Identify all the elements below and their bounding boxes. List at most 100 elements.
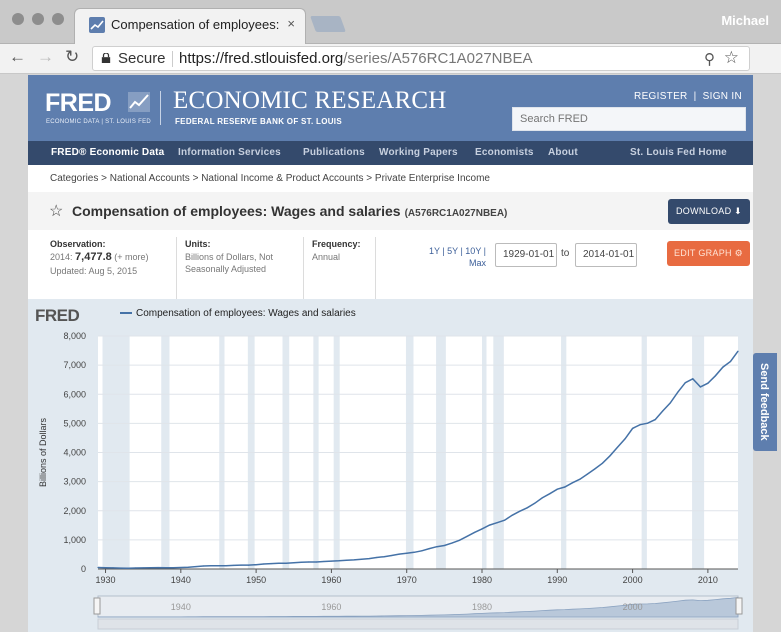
legend-series-name: Compensation of employees: Wages and sal… bbox=[136, 308, 356, 319]
date-to-label: to bbox=[561, 248, 570, 259]
updated-date: Updated: Aug 5, 2015 bbox=[50, 266, 138, 276]
data-point bbox=[654, 418, 656, 421]
close-window-button[interactable] bbox=[12, 13, 24, 25]
browser-tab[interactable]: Compensation of employees: W × bbox=[74, 8, 306, 44]
address-separator bbox=[172, 51, 173, 67]
observation-value: 7,477.8 bbox=[75, 251, 112, 263]
new-tab-button[interactable] bbox=[310, 16, 346, 32]
reload-icon[interactable]: ↻ bbox=[65, 47, 80, 66]
nav-information-services[interactable]: Information Services bbox=[178, 147, 281, 158]
browser-titlebar: Compensation of employees: W × Michael bbox=[0, 0, 781, 44]
data-point bbox=[255, 564, 257, 566]
nav-about[interactable]: About bbox=[548, 147, 578, 158]
secure-label: Secure bbox=[118, 50, 166, 67]
data-point bbox=[616, 446, 619, 448]
data-point bbox=[157, 567, 159, 569]
y-tick-label: 2,000 bbox=[63, 506, 86, 516]
frequency-block: Frequency: Annual bbox=[312, 239, 382, 299]
breadcrumb[interactable]: Categories > National Accounts > Nationa… bbox=[50, 173, 490, 184]
data-point bbox=[413, 551, 415, 553]
end-date-input[interactable]: 2014-01-01 bbox=[575, 243, 637, 267]
navigator-year-label: 1940 bbox=[171, 602, 191, 612]
observation-more-link[interactable]: (+ more) bbox=[114, 252, 149, 262]
nav-economists[interactable]: Economists bbox=[475, 147, 534, 158]
send-feedback-button[interactable]: Send feedback bbox=[753, 353, 777, 451]
chart-legend: Compensation of employees: Wages and sal… bbox=[120, 308, 356, 319]
x-tick-label: 1940 bbox=[171, 575, 191, 585]
y-tick-label: 8,000 bbox=[63, 331, 86, 341]
url-text[interactable]: https://fred.stlouisfed.org/series/A576R… bbox=[179, 50, 533, 67]
fred-logo[interactable]: FRED bbox=[45, 89, 112, 117]
x-tick-label: 1960 bbox=[321, 575, 341, 585]
data-point bbox=[225, 565, 227, 567]
data-point bbox=[601, 462, 604, 464]
data-point bbox=[466, 535, 468, 538]
auth-separator: | bbox=[693, 91, 697, 102]
data-point bbox=[263, 563, 265, 565]
data-point bbox=[496, 522, 498, 524]
minimize-window-button[interactable] bbox=[32, 13, 44, 25]
profile-name[interactable]: Michael bbox=[721, 13, 769, 28]
forward-icon[interactable]: → bbox=[37, 47, 54, 66]
observation-block: Observation: 2014: 7,477.8 (+ more) Upda… bbox=[50, 239, 170, 299]
data-point bbox=[308, 561, 310, 563]
data-point bbox=[278, 562, 280, 564]
data-point bbox=[97, 566, 99, 569]
download-button[interactable]: DOWNLOAD ⬇ bbox=[668, 199, 750, 224]
navigator-right-handle bbox=[735, 597, 743, 615]
data-point bbox=[421, 550, 423, 552]
search-input[interactable] bbox=[512, 107, 746, 131]
signin-link[interactable]: SIGN IN bbox=[702, 91, 742, 102]
zoom-icon[interactable]: ⚲ bbox=[704, 51, 715, 68]
data-point bbox=[345, 559, 348, 561]
bookmark-star-icon[interactable]: ☆ bbox=[723, 48, 739, 67]
data-point bbox=[202, 565, 205, 567]
close-tab-icon[interactable]: × bbox=[287, 16, 295, 31]
favorite-star-icon[interactable]: ☆ bbox=[49, 203, 64, 220]
data-point bbox=[135, 567, 137, 569]
data-point bbox=[624, 438, 626, 440]
nav-fred-economic-data[interactable]: FRED® Economic Data bbox=[51, 147, 165, 158]
data-point bbox=[707, 382, 709, 384]
back-icon[interactable]: ← bbox=[9, 47, 26, 66]
units-value: Billions of Dollars, Not Seasonally Adju… bbox=[185, 252, 274, 274]
nav-publications[interactable]: Publications bbox=[303, 147, 365, 158]
url-host: https://fred.stlouisfed.org bbox=[179, 50, 344, 67]
register-link[interactable]: REGISTER bbox=[634, 91, 688, 102]
data-point bbox=[729, 360, 732, 363]
site-header: FRED ECONOMIC DATA | ST. LOUIS FED ECONO… bbox=[28, 75, 753, 141]
data-point bbox=[150, 567, 152, 569]
data-point bbox=[240, 564, 242, 566]
data-point bbox=[436, 546, 438, 548]
data-point bbox=[285, 562, 287, 564]
data-point bbox=[232, 564, 235, 567]
series-meta: Observation: 2014: 7,477.8 (+ more) Upda… bbox=[28, 235, 753, 299]
x-tick-label: 1950 bbox=[246, 575, 266, 585]
economic-research-title[interactable]: ECONOMIC RESEARCH bbox=[173, 87, 447, 114]
observation-info: 2014: 7,477.8 (+ more) bbox=[50, 251, 170, 263]
start-date-input[interactable]: 1929-01-01 bbox=[495, 243, 557, 267]
chart-svg[interactable]: 0 1,000 2,000 3,000 4,000 5,000 6,000 7,000 8,00… bbox=[28, 299, 753, 632]
maximize-window-button[interactable] bbox=[52, 13, 64, 25]
auth-links: REGISTER | SIGN IN bbox=[634, 91, 742, 102]
address-bar[interactable]: Secure https://fred.stlouisfed.org/serie… bbox=[92, 46, 750, 71]
nav-working-papers[interactable]: Working Papers bbox=[379, 147, 458, 158]
range-selector[interactable]: 1Y | 5Y | 10Y | Max bbox=[428, 246, 486, 268]
data-point bbox=[647, 422, 649, 424]
frequency-label: Frequency: bbox=[312, 239, 361, 249]
data-point bbox=[270, 562, 272, 565]
navigator-series-area bbox=[97, 596, 739, 618]
data-point bbox=[187, 566, 189, 568]
navigator-year-label: 2000 bbox=[623, 602, 643, 612]
y-axis-label: Billions of Dollars bbox=[38, 417, 48, 487]
data-point bbox=[541, 497, 543, 499]
fred-favicon-icon bbox=[89, 17, 105, 33]
nav-st-louis-fed-home[interactable]: St. Louis Fed Home bbox=[630, 147, 727, 158]
data-point bbox=[112, 567, 114, 569]
y-tick-label: 4,000 bbox=[63, 448, 86, 458]
edit-graph-button[interactable]: EDIT GRAPH ⚙ bbox=[667, 241, 750, 266]
lock-icon bbox=[101, 53, 111, 63]
data-point bbox=[406, 552, 408, 554]
series-line bbox=[97, 350, 739, 569]
observation-label: Observation: bbox=[50, 239, 106, 249]
